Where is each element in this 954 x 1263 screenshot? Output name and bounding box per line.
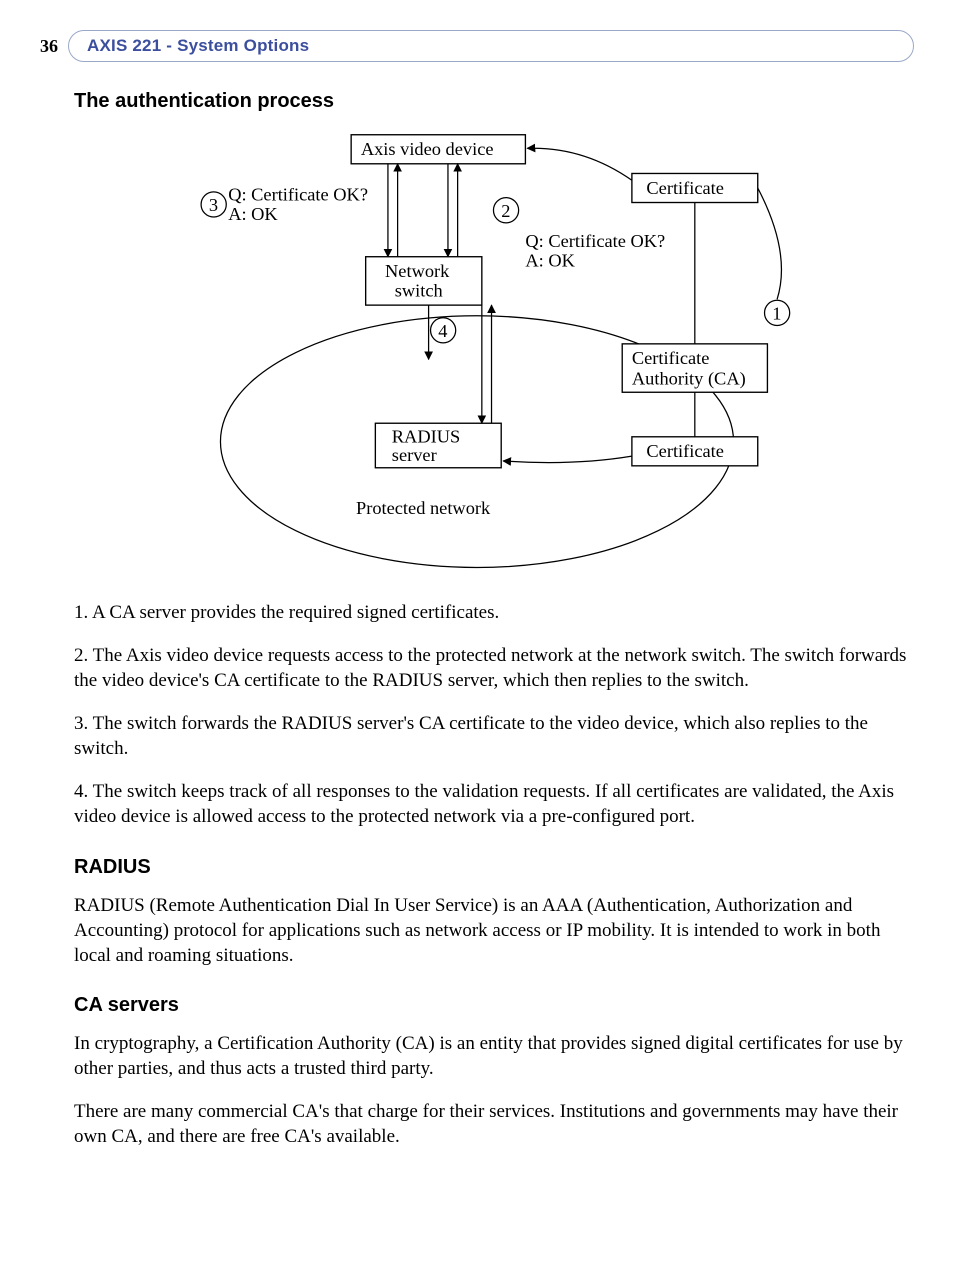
label-ca-1: Certificate — [632, 348, 710, 368]
q3-line2: A: OK — [228, 204, 278, 224]
q2-line1: Q: Certificate OK? — [525, 231, 665, 251]
label-radius-1: RADIUS — [392, 427, 460, 447]
q3-line1: Q: Certificate OK? — [228, 185, 368, 205]
page-number: 36 — [40, 36, 58, 57]
heading-radius: RADIUS — [74, 856, 914, 879]
label-switch-2: switch — [395, 280, 443, 300]
q2-line2: A: OK — [525, 250, 575, 270]
num-1: 1 — [772, 304, 781, 324]
arrow-cert-to-axis — [527, 148, 632, 180]
ca-body-1: In cryptography, a Certification Authori… — [74, 1031, 914, 1081]
page-header: 36 AXIS 221 - System Options — [40, 30, 914, 62]
arrow-cert-to-switch — [758, 188, 782, 299]
radius-body: RADIUS (Remote Authentication Dial In Us… — [74, 893, 914, 968]
num-2: 2 — [501, 201, 510, 221]
step-2: 2. The Axis video device requests access… — [74, 643, 914, 693]
auth-diagram: Axis video device Network switch RADIUS … — [157, 127, 797, 582]
step-3: 3. The switch forwards the RADIUS server… — [74, 711, 914, 761]
label-ca-2: Authority (CA) — [632, 369, 746, 390]
num-4: 4 — [438, 321, 447, 341]
label-cert-bottom: Certificate — [646, 441, 724, 461]
heading-ca: CA servers — [74, 994, 914, 1017]
num-3: 3 — [209, 195, 218, 215]
label-switch-1: Network — [385, 261, 450, 281]
label-cert-top: Certificate — [646, 178, 724, 198]
diagram-svg: Axis video device Network switch RADIUS … — [157, 127, 797, 582]
label-axis-device: Axis video device — [361, 139, 494, 159]
step-1: 1. A CA server provides the required sig… — [74, 600, 914, 625]
header-title: AXIS 221 - System Options — [68, 30, 914, 62]
label-radius-2: server — [392, 445, 437, 465]
arrow-cert-to-radius — [503, 456, 632, 462]
step-4: 4. The switch keeps track of all respons… — [74, 779, 914, 829]
heading-auth-process: The authentication process — [74, 90, 914, 113]
ca-body-2: There are many commercial CA's that char… — [74, 1099, 914, 1149]
protected-label: Protected network — [356, 498, 491, 518]
